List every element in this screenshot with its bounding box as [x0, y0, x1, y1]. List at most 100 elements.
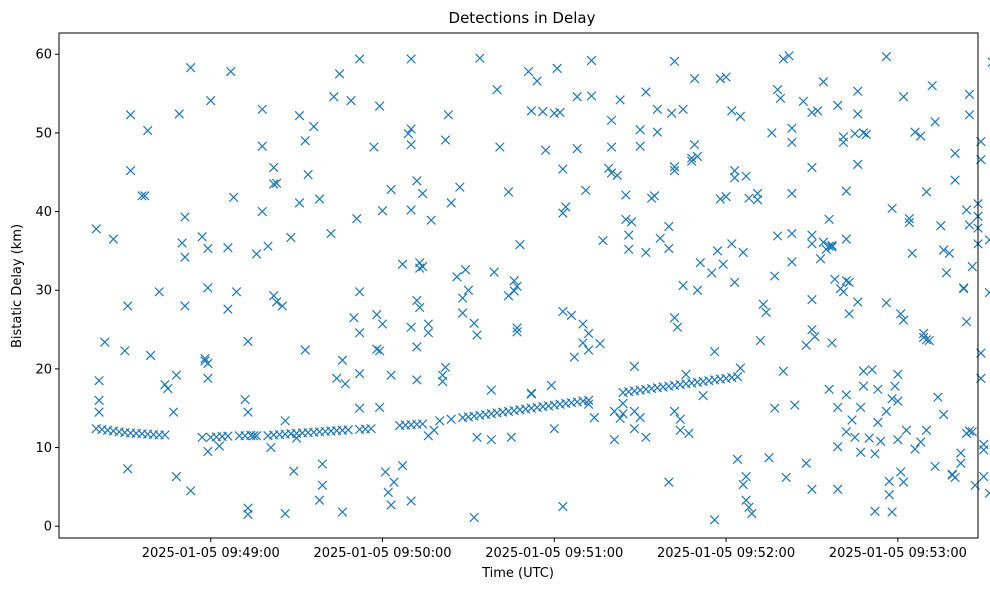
data-point	[561, 202, 571, 212]
data-point	[924, 335, 935, 346]
data-point	[552, 63, 562, 74]
data-point	[838, 287, 849, 297]
data-point	[354, 368, 365, 379]
data-point	[326, 228, 336, 239]
data-point	[893, 396, 903, 406]
data-point	[873, 417, 883, 428]
data-point	[901, 425, 912, 435]
data-point	[921, 335, 932, 345]
data-point	[386, 500, 396, 510]
data-point	[606, 142, 617, 152]
data-point	[807, 324, 817, 335]
data-point	[180, 252, 190, 262]
data-point	[884, 476, 894, 487]
y-tick-label: 30	[35, 284, 52, 299]
data-point	[664, 477, 674, 487]
data-point	[867, 364, 877, 375]
data-point	[532, 76, 542, 86]
data-point	[589, 412, 600, 423]
data-point	[203, 373, 213, 384]
data-point	[729, 173, 740, 183]
data-point	[770, 271, 780, 281]
data-point	[203, 243, 213, 254]
data-point	[397, 460, 408, 471]
data-point	[226, 66, 236, 77]
data-point	[807, 294, 817, 305]
data-point	[317, 459, 328, 469]
plot-frame	[58, 32, 979, 539]
data-point	[366, 423, 376, 434]
data-point	[938, 409, 949, 420]
data-point	[406, 205, 416, 215]
data-point	[294, 110, 305, 121]
data-point	[452, 272, 462, 282]
data-point	[895, 309, 906, 319]
data-point	[268, 291, 279, 301]
data-point	[423, 319, 434, 329]
data-point	[675, 425, 685, 435]
data-point	[881, 298, 892, 308]
data-point	[741, 471, 751, 482]
data-point	[709, 515, 720, 525]
data-point	[177, 238, 187, 248]
data-point	[655, 233, 665, 244]
data-point	[727, 239, 737, 249]
y-tick-label: 0	[44, 520, 52, 535]
data-point	[853, 86, 863, 96]
data-point	[635, 125, 645, 135]
data-point	[460, 265, 471, 275]
data-point	[681, 369, 691, 380]
data-point	[801, 340, 811, 351]
data-point	[386, 184, 396, 195]
y-tick-label: 50	[35, 126, 52, 141]
data-point	[280, 416, 290, 426]
data-point	[251, 431, 262, 441]
data-point	[910, 444, 920, 454]
data-point	[709, 346, 720, 357]
x-axis-label: Time (UTC)	[481, 566, 554, 581]
data-point	[686, 153, 697, 163]
data-point	[784, 51, 794, 61]
data-point	[858, 381, 869, 391]
data-point	[732, 372, 743, 382]
data-point	[615, 95, 625, 105]
data-point	[641, 247, 651, 258]
data-point	[815, 254, 826, 264]
data-point	[984, 287, 990, 298]
data-point	[664, 243, 674, 254]
data-point	[469, 512, 479, 523]
data-point	[950, 472, 960, 483]
data-point	[583, 345, 594, 355]
data-point	[540, 145, 551, 155]
data-point	[200, 353, 210, 364]
data-point	[767, 128, 777, 138]
data-point	[609, 406, 620, 417]
data-point	[263, 431, 273, 441]
data-point	[918, 328, 929, 339]
data-point	[108, 234, 119, 244]
data-point	[824, 241, 834, 251]
data-point	[692, 285, 703, 295]
data-point	[669, 313, 680, 323]
y-tick-label: 20	[35, 362, 52, 377]
data-point	[855, 447, 866, 457]
data-point	[807, 484, 817, 494]
data-point	[555, 107, 565, 118]
data-point	[787, 137, 797, 148]
data-point	[228, 192, 239, 203]
data-point	[884, 490, 894, 500]
x-tick-label: 2025-01-05 09:50:00	[313, 546, 451, 561]
data-point	[389, 477, 399, 487]
data-point	[790, 400, 800, 410]
data-point	[180, 301, 190, 311]
data-point	[770, 403, 780, 413]
data-point	[512, 281, 522, 292]
data-point	[263, 241, 273, 251]
data-point	[443, 110, 454, 120]
data-point	[938, 245, 949, 255]
data-point	[489, 267, 499, 277]
data-point	[936, 220, 946, 231]
data-point	[916, 131, 926, 141]
data-point	[898, 91, 909, 102]
data-point	[406, 124, 416, 134]
